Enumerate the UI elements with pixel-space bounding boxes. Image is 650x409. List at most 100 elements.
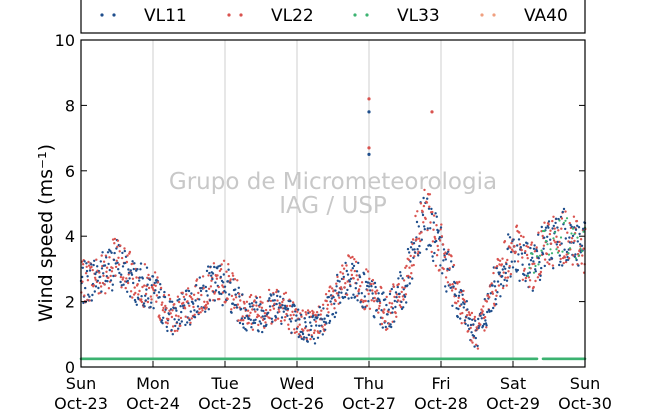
point-vl11	[507, 233, 510, 236]
point-vl22	[245, 300, 249, 303]
point-vl11	[121, 251, 124, 255]
point-vl11	[438, 236, 441, 239]
point-vl11	[274, 316, 278, 319]
point-vl22	[162, 306, 165, 310]
point-vl11	[363, 295, 366, 298]
point-vl11	[542, 247, 545, 250]
point-vl22	[448, 267, 451, 270]
point-vl22	[314, 320, 318, 323]
point-vl11	[130, 273, 134, 276]
point-vl11	[539, 274, 542, 277]
point-vl11	[150, 301, 153, 304]
point-vl22	[212, 262, 216, 265]
point-vl22	[404, 293, 408, 296]
point-vl22	[377, 311, 380, 314]
point-vl11	[441, 272, 444, 275]
point-vl11	[282, 310, 285, 313]
point-vl11	[334, 311, 338, 314]
point-vl22	[275, 288, 279, 292]
point-vl11	[429, 227, 432, 230]
point-vl22	[462, 298, 466, 302]
point-vl33	[537, 263, 540, 266]
point-vl11	[561, 264, 564, 267]
point-vl22	[130, 262, 133, 266]
point-vl11	[148, 278, 152, 281]
point-vl22	[374, 292, 378, 295]
point-vl11	[204, 310, 207, 313]
point-vl11	[435, 215, 438, 218]
watermark: Grupo de Micrometeorologia IAG / USP	[169, 169, 497, 219]
point-vl11	[439, 264, 442, 267]
point-vl11	[472, 323, 475, 326]
point-vl33	[552, 237, 555, 240]
point-vl11	[145, 288, 148, 291]
point-vl22	[227, 263, 230, 266]
point-vl22	[553, 227, 556, 230]
point-vl22	[141, 285, 144, 289]
point-vl11	[455, 307, 458, 310]
point-vl22	[258, 296, 262, 299]
point-vl33	[580, 250, 584, 253]
point-vl22	[437, 248, 440, 252]
point-vl22	[236, 279, 239, 282]
point-vl11	[580, 244, 584, 247]
point-vl22	[140, 300, 144, 304]
point-vl22	[531, 262, 534, 266]
point-vl22	[320, 309, 323, 312]
point-vl22	[176, 295, 180, 298]
point-vl11	[378, 298, 381, 301]
point-vl11	[173, 318, 176, 321]
point-vl22	[401, 286, 404, 289]
point-vl22	[400, 290, 403, 294]
point-vl11	[460, 303, 463, 306]
point-vl22	[434, 237, 437, 240]
point-vl11	[123, 249, 127, 253]
point-vl22	[137, 293, 140, 296]
point-vl11	[354, 287, 357, 290]
point-vl11	[399, 274, 402, 277]
point-vl11	[402, 306, 405, 309]
point-vl22	[548, 232, 552, 236]
point-vl11	[430, 212, 434, 216]
point-vl11	[477, 326, 480, 330]
point-vl22	[367, 146, 371, 150]
point-vl11	[304, 321, 307, 324]
point-vl22	[315, 311, 319, 314]
point-vl11	[486, 310, 489, 314]
point-vl33	[549, 248, 552, 251]
point-vl22	[425, 201, 429, 204]
point-vl22	[179, 324, 182, 327]
point-vl22	[344, 282, 347, 285]
point-vl22	[471, 341, 474, 344]
point-vl11	[576, 224, 579, 227]
point-vl11	[210, 274, 213, 277]
point-vl22	[460, 322, 463, 325]
point-vl11	[214, 281, 217, 284]
point-vl22	[230, 294, 234, 298]
point-vl22	[518, 231, 521, 234]
point-vl22	[356, 278, 360, 281]
point-vl11	[254, 318, 257, 321]
point-vl11	[544, 226, 548, 229]
point-vl22	[476, 328, 479, 331]
point-vl33	[540, 249, 543, 252]
point-vl22	[140, 298, 143, 301]
point-vl11	[295, 314, 298, 317]
point-vl22	[377, 307, 381, 310]
point-vl11	[377, 292, 380, 295]
point-vl11	[106, 280, 109, 283]
point-vl22	[444, 276, 448, 279]
point-vl11	[294, 319, 297, 322]
point-vl11	[411, 277, 414, 280]
point-vl11	[380, 309, 383, 312]
point-vl11	[534, 268, 537, 271]
point-vl11	[90, 299, 94, 302]
point-vl22	[432, 214, 436, 217]
point-vl22	[435, 254, 439, 257]
point-vl22	[329, 285, 332, 288]
point-vl11	[328, 319, 332, 323]
point-vl11	[146, 283, 149, 286]
point-vl22	[100, 254, 103, 257]
point-vl22	[291, 310, 294, 313]
point-vl22	[451, 283, 454, 286]
